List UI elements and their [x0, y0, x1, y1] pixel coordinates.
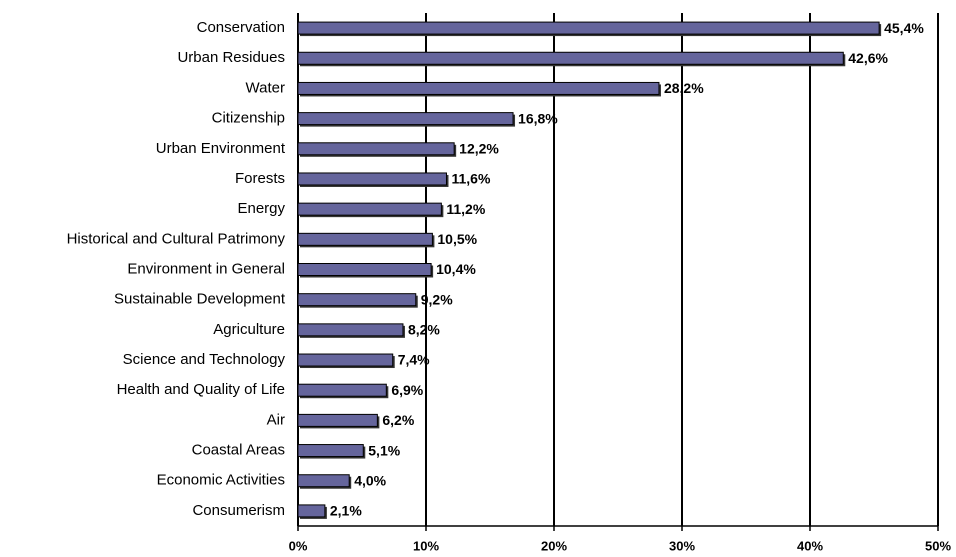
value-label: 6,9%: [391, 382, 423, 398]
value-label: 42,6%: [848, 50, 888, 66]
y-tick-label: Economic Activities: [157, 472, 285, 489]
bar: [297, 413, 378, 427]
y-tick-label: Energy: [237, 200, 285, 217]
bar: [297, 383, 387, 397]
value-label: 4,0%: [354, 472, 386, 488]
x-tick-label: 0%: [289, 538, 308, 553]
bar: [297, 172, 447, 186]
x-tick-label: 30%: [669, 538, 695, 553]
x-tick-label: 20%: [541, 538, 567, 553]
value-label: 28,2%: [664, 80, 704, 96]
y-tick-label: Coastal Areas: [192, 442, 285, 459]
bar: [297, 81, 660, 95]
bar: [297, 263, 432, 276]
y-tick-label: Environment in General: [127, 260, 285, 277]
value-label: 12,2%: [459, 140, 499, 156]
bar: [297, 353, 394, 367]
bar: [297, 474, 350, 488]
value-label: 10,5%: [437, 231, 477, 247]
x-tick-label: 10%: [413, 538, 439, 553]
y-tick-label: Urban Residues: [177, 49, 285, 66]
y-tick-label: Historical and Cultural Patrimony: [67, 230, 286, 247]
value-label: 16,8%: [518, 110, 558, 126]
value-label: 9,2%: [421, 291, 453, 307]
y-tick-label: Sustainable Development: [114, 291, 286, 308]
value-label: 6,2%: [382, 412, 414, 428]
value-label: 5,1%: [368, 442, 400, 458]
bar: [297, 232, 433, 246]
bar: [297, 202, 442, 216]
y-tick-label: Urban Environment: [156, 140, 286, 157]
x-tick-label: 50%: [925, 538, 951, 553]
value-label: 10,4%: [436, 261, 476, 277]
bar: [297, 293, 417, 307]
bar: [297, 112, 514, 126]
bar: [297, 444, 364, 458]
value-label: 2,1%: [330, 503, 362, 519]
value-label: 11,2%: [446, 201, 485, 217]
value-label: 11,6%: [451, 171, 490, 187]
bar: [297, 51, 844, 65]
value-label: 45,4%: [884, 20, 924, 36]
bar: [297, 323, 404, 337]
y-tick-label: Citizenship: [212, 110, 285, 127]
bar: [297, 142, 455, 156]
y-tick-label: Forests: [235, 170, 285, 187]
y-tick-label: Science and Technology: [123, 351, 286, 368]
y-tick-label: Water: [246, 79, 285, 96]
y-tick-label: Air: [267, 411, 285, 428]
value-label: 8,2%: [408, 322, 440, 338]
x-tick-label: 40%: [797, 538, 823, 553]
y-tick-label: Conservation: [197, 19, 285, 36]
y-tick-label: Agriculture: [213, 321, 285, 338]
bar: [297, 504, 326, 518]
y-tick-label: Health and Quality of Life: [117, 381, 285, 398]
bar: [297, 21, 880, 35]
value-label: 7,4%: [398, 352, 430, 368]
y-tick-label: Consumerism: [192, 502, 285, 519]
